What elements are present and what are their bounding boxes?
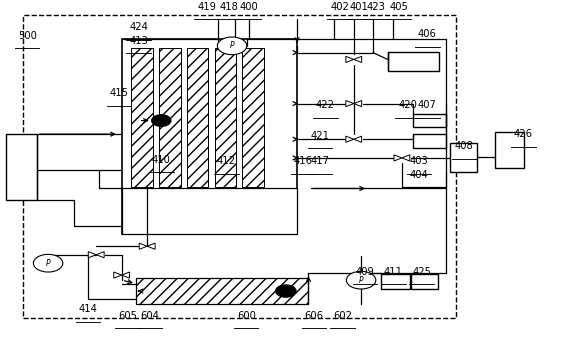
Text: 424: 424 — [129, 22, 148, 32]
Text: P: P — [359, 276, 363, 285]
Bar — [187, 48, 208, 187]
Polygon shape — [354, 56, 362, 62]
Text: 404: 404 — [409, 170, 428, 180]
Text: 417: 417 — [310, 156, 329, 166]
Circle shape — [152, 115, 171, 126]
Polygon shape — [147, 243, 155, 249]
Circle shape — [346, 271, 376, 289]
Text: 426: 426 — [514, 129, 533, 139]
Text: 419: 419 — [197, 2, 216, 12]
Bar — [136, 279, 308, 304]
Text: 600: 600 — [237, 311, 256, 321]
Text: 423: 423 — [367, 2, 386, 12]
Text: 422: 422 — [316, 100, 335, 110]
Text: 500: 500 — [18, 31, 37, 41]
Bar — [411, 274, 438, 289]
Bar — [381, 274, 410, 289]
Bar — [242, 48, 264, 187]
Text: 425: 425 — [412, 267, 431, 277]
Text: 416: 416 — [293, 156, 312, 166]
Bar — [413, 114, 446, 127]
Polygon shape — [122, 272, 130, 278]
Text: 411: 411 — [384, 267, 403, 277]
Bar — [23, 15, 456, 318]
Polygon shape — [139, 243, 147, 249]
Polygon shape — [354, 136, 362, 142]
Polygon shape — [354, 100, 362, 107]
Bar — [388, 51, 439, 71]
Bar — [450, 143, 477, 172]
Text: 418: 418 — [220, 2, 239, 12]
Text: 409: 409 — [355, 267, 375, 277]
Polygon shape — [402, 155, 410, 161]
Bar — [495, 132, 524, 168]
Bar — [413, 134, 446, 148]
Text: 400: 400 — [239, 2, 259, 12]
Bar — [122, 189, 297, 234]
Text: 412: 412 — [217, 156, 236, 166]
Text: 420: 420 — [398, 100, 417, 110]
Text: 408: 408 — [454, 141, 474, 151]
Text: P: P — [46, 259, 50, 268]
Circle shape — [276, 285, 296, 297]
Text: 403: 403 — [409, 156, 428, 166]
Bar — [131, 48, 153, 187]
Text: P: P — [230, 42, 234, 50]
Bar — [6, 134, 37, 200]
Text: 410: 410 — [152, 155, 171, 165]
Circle shape — [217, 37, 247, 55]
Text: 402: 402 — [330, 2, 349, 12]
Text: 407: 407 — [418, 100, 437, 110]
Polygon shape — [346, 56, 354, 62]
Polygon shape — [346, 100, 354, 107]
Circle shape — [33, 255, 63, 272]
Text: 421: 421 — [310, 131, 329, 141]
Text: 414: 414 — [78, 304, 97, 314]
Text: 406: 406 — [418, 29, 437, 39]
Text: 405: 405 — [389, 2, 409, 12]
Text: 602: 602 — [333, 311, 352, 321]
Bar — [122, 39, 297, 234]
Text: 606: 606 — [305, 311, 324, 321]
Text: 604: 604 — [140, 311, 160, 321]
Bar — [159, 48, 181, 187]
Polygon shape — [394, 155, 402, 161]
Text: 401: 401 — [350, 2, 369, 12]
Text: 415: 415 — [109, 88, 128, 98]
Polygon shape — [114, 272, 122, 278]
Polygon shape — [346, 136, 354, 142]
Text: 605: 605 — [118, 311, 137, 321]
Polygon shape — [88, 252, 96, 258]
Bar — [215, 48, 236, 187]
Text: 413: 413 — [129, 36, 148, 46]
Polygon shape — [96, 252, 104, 258]
